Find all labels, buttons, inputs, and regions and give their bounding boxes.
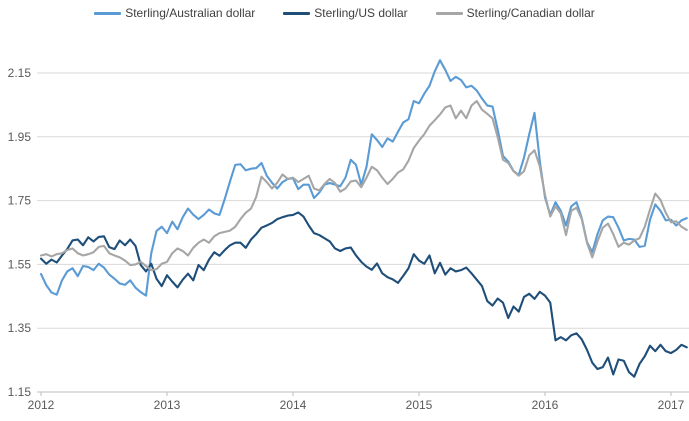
legend-line-swatch-canadian — [435, 11, 463, 15]
series-line-sterling-australian-dollar — [39, 59, 688, 297]
x-tick-label: 2012 — [28, 398, 55, 412]
legend-line-swatch-australian — [94, 11, 122, 15]
x-tick-label: 2017 — [658, 398, 685, 412]
x-tick-label: 2014 — [280, 398, 307, 412]
x-tick-label: 2013 — [154, 398, 181, 412]
legend-item-sterling-us-dollar: Sterling/US dollar — [283, 6, 408, 20]
legend-line-swatch-us — [283, 11, 311, 15]
legend-label: Sterling/US dollar — [314, 6, 408, 20]
legend-item-sterling-australian-dollar: Sterling/Australian dollar — [94, 6, 255, 20]
legend-label: Sterling/Canadian dollar — [466, 6, 595, 20]
y-tick-label: 1.75 — [8, 194, 32, 208]
x-tick-label: 2015 — [406, 398, 433, 412]
chart-legend: Sterling/Australian dollar Sterling/US d… — [0, 6, 689, 20]
series-line-sterling-us-dollar — [39, 211, 688, 378]
legend-label: Sterling/Australian dollar — [125, 6, 256, 20]
y-tick-label: 1.35 — [8, 321, 32, 335]
series-line-sterling-canadian-dollar — [39, 100, 688, 272]
y-tick-label: 2.15 — [8, 66, 32, 80]
x-tick-label: 2016 — [532, 398, 559, 412]
y-tick-label: 1.15 — [8, 385, 32, 399]
legend-item-sterling-canadian-dollar: Sterling/Canadian dollar — [435, 6, 595, 20]
y-tick-label: 1.55 — [8, 257, 32, 271]
y-tick-label: 1.95 — [8, 130, 32, 144]
